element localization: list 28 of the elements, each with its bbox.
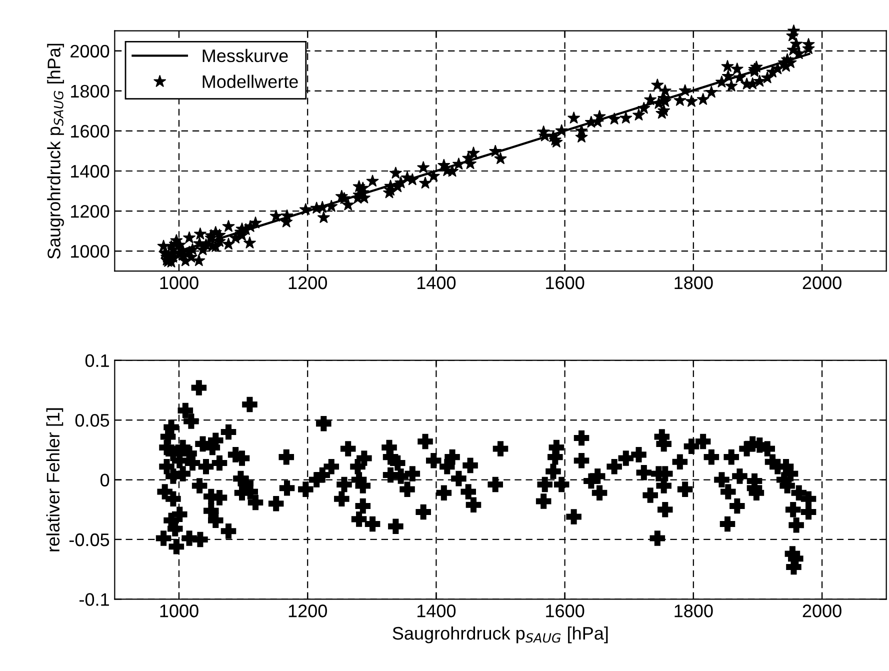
x-tick-label: 1000	[160, 604, 198, 618]
legend-label: Messkurve	[202, 48, 288, 62]
y-tick-label: 1000	[71, 245, 110, 258]
x-tick-label: 1400	[418, 604, 456, 618]
y-tick-label: 1600	[71, 124, 110, 138]
x-tick-label: 1400	[418, 276, 456, 290]
y-tick-label: 0	[100, 474, 110, 486]
y-axis-title: relativer Fehler [1]	[46, 408, 64, 552]
x-axis-title: Saugrohrdruck p$_{SAUG}$ [hPa]	[392, 626, 608, 644]
y-tick-label: 1400	[71, 164, 110, 178]
y-axis-title: Saugrohrdruck p$_{SAUG}$ [hPa]	[47, 44, 64, 259]
y-tick-label: -0.05	[69, 533, 110, 546]
x-tick-label: 1600	[546, 276, 584, 290]
x-tick-label: 1200	[288, 276, 327, 290]
y-tick-label: 1200	[71, 204, 110, 218]
y-tick-label: 2000	[70, 44, 110, 58]
y-tick-label: 0.1	[85, 354, 109, 368]
x-tick-label: 2000	[802, 276, 842, 290]
legend-label: Modellwerte	[202, 74, 298, 88]
x-tick-label: 1000	[160, 276, 198, 290]
x-tick-label: 1800	[674, 276, 713, 290]
x-tick-label: 1200	[288, 604, 327, 618]
y-tick-label: 1800	[71, 84, 110, 98]
y-tick-label: -0.1	[80, 593, 109, 606]
x-tick-label: 2000	[802, 604, 842, 618]
x-tick-label: 1800	[674, 604, 713, 618]
y-tick-label: 0.05	[75, 414, 110, 427]
x-tick-label: 1600	[546, 604, 584, 618]
